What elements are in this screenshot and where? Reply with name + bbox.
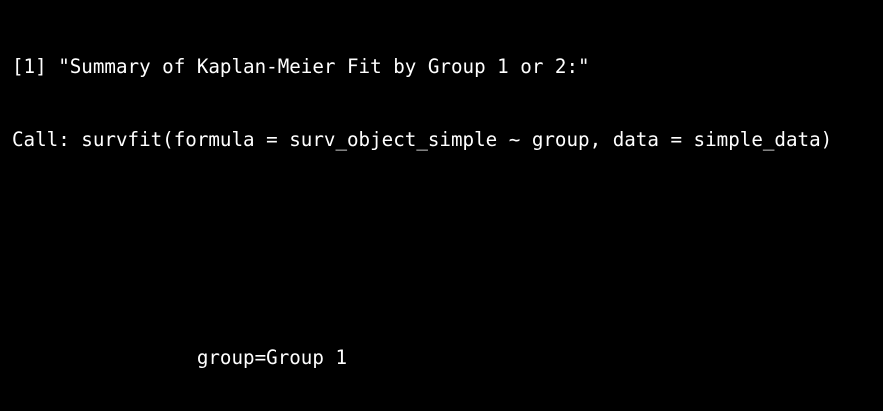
blank-line: [12, 201, 883, 225]
group-header: group=Group 1: [12, 345, 348, 369]
group-1-table: group=Group 1 time n.risk n.event surviv…: [12, 297, 883, 411]
print-output-line: [1] "Summary of Kaplan-Meier Fit by Grou…: [12, 55, 590, 79]
survfit-call-line: Call: survfit(formula = surv_object_simp…: [12, 128, 833, 151]
